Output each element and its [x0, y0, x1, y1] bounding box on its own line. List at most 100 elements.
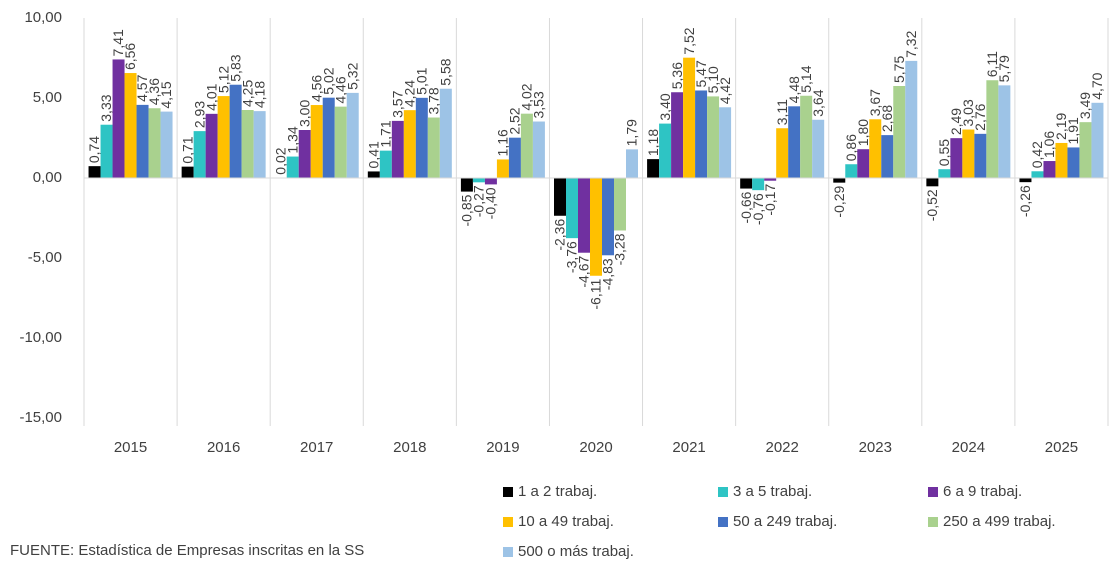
bar — [439, 88, 452, 178]
bar — [950, 138, 963, 178]
value-label: 5,14 — [798, 65, 814, 92]
value-label: 1,80 — [855, 119, 871, 146]
bar — [241, 110, 254, 178]
value-label: 1,71 — [378, 120, 394, 147]
value-label: 2,49 — [948, 108, 964, 135]
bar — [938, 169, 951, 178]
value-label: 7,41 — [110, 29, 126, 56]
legend-label: 3 a 5 trabaj. — [733, 483, 812, 500]
bar — [253, 111, 266, 178]
value-label: 3,40 — [657, 93, 673, 120]
value-label: 4,36 — [146, 78, 162, 105]
value-label: 3,03 — [960, 99, 976, 126]
bar — [764, 178, 777, 181]
value-label: 3,78 — [426, 87, 442, 114]
value-label: 5,10 — [705, 66, 721, 93]
legend-swatch — [503, 547, 513, 557]
value-label: 2,93 — [191, 101, 207, 128]
value-label: 0,71 — [179, 136, 195, 163]
value-label: 4,24 — [402, 80, 418, 107]
value-label: -0,66 — [738, 191, 754, 223]
bar — [229, 84, 242, 178]
value-label: 6,56 — [122, 43, 138, 70]
value-label: -4,83 — [600, 258, 616, 290]
bar — [869, 119, 882, 178]
value-label: 0,55 — [936, 139, 952, 166]
value-label: 2,68 — [879, 105, 895, 132]
bar — [974, 133, 987, 178]
bar — [1043, 161, 1056, 178]
value-label: 1,34 — [284, 126, 300, 153]
bar — [136, 104, 149, 178]
value-label: 0,41 — [366, 141, 382, 168]
value-label: -0,76 — [750, 193, 766, 225]
value-label: 1,79 — [624, 119, 640, 146]
legend-label: 250 a 499 trabaj. — [943, 513, 1056, 530]
bar — [740, 178, 753, 189]
bar — [833, 178, 846, 183]
value-label: 5,02 — [320, 67, 336, 94]
legend-label: 500 o más trabaj. — [518, 543, 634, 560]
value-label: 2,52 — [507, 107, 523, 134]
bar — [905, 60, 918, 178]
value-label: 5,58 — [438, 58, 454, 85]
bar — [88, 166, 101, 178]
value-label: 3,00 — [296, 100, 312, 127]
bar — [205, 113, 218, 178]
bar — [346, 92, 359, 178]
bar — [532, 121, 545, 178]
value-label: -0,26 — [1017, 185, 1033, 217]
legend-label: 50 a 249 trabaj. — [733, 513, 837, 530]
legend-swatch — [503, 517, 513, 527]
bar — [659, 123, 672, 178]
value-label: 3,57 — [390, 90, 406, 117]
value-label: 4,70 — [1089, 72, 1105, 99]
value-label: 1,06 — [1041, 131, 1057, 158]
bar — [310, 105, 323, 178]
value-label: 7,52 — [681, 27, 697, 54]
value-label: -0,52 — [924, 189, 940, 221]
value-label: 5,01 — [414, 67, 430, 94]
x-tick-label: 2017 — [300, 439, 333, 456]
bar — [986, 80, 999, 178]
y-tick-label: 0,00 — [33, 169, 62, 186]
bar — [788, 106, 801, 178]
value-label: 4,18 — [251, 81, 267, 108]
bar — [1091, 102, 1104, 178]
bar — [602, 178, 614, 256]
bar — [683, 57, 696, 178]
value-label: 4,02 — [519, 83, 535, 110]
value-label: 5,79 — [996, 55, 1012, 82]
value-label: -3,28 — [612, 233, 628, 265]
value-label: 1,91 — [1065, 117, 1081, 144]
value-label: 3,11 — [774, 99, 790, 125]
value-label: 5,83 — [227, 54, 243, 81]
bar — [695, 90, 708, 178]
value-label: 3,49 — [1077, 92, 1093, 119]
legend-swatch — [928, 517, 938, 527]
bar — [520, 113, 533, 178]
value-label: 0,02 — [272, 147, 288, 174]
bar — [1031, 171, 1044, 178]
bar — [217, 96, 230, 178]
bar — [1055, 142, 1068, 178]
value-label: -6,11 — [588, 279, 604, 310]
value-label: 5,36 — [669, 62, 685, 89]
bar — [403, 110, 416, 178]
y-tick-label: -5,00 — [28, 249, 62, 266]
bar — [566, 178, 578, 239]
value-label: 4,25 — [239, 80, 255, 107]
bar — [124, 73, 137, 178]
value-label: 3,53 — [531, 91, 547, 118]
value-label: 0,42 — [1029, 141, 1045, 168]
value-label: 5,12 — [215, 66, 231, 93]
value-label: -0,17 — [762, 184, 778, 216]
bar — [626, 149, 638, 178]
legend-label: 6 a 9 trabaj. — [943, 483, 1022, 500]
bar — [415, 97, 428, 178]
value-label: -0,29 — [831, 185, 847, 217]
value-label: -2,36 — [552, 219, 568, 251]
y-tick-label: 10,00 — [24, 9, 62, 26]
bar — [647, 159, 660, 178]
bar — [926, 178, 939, 187]
